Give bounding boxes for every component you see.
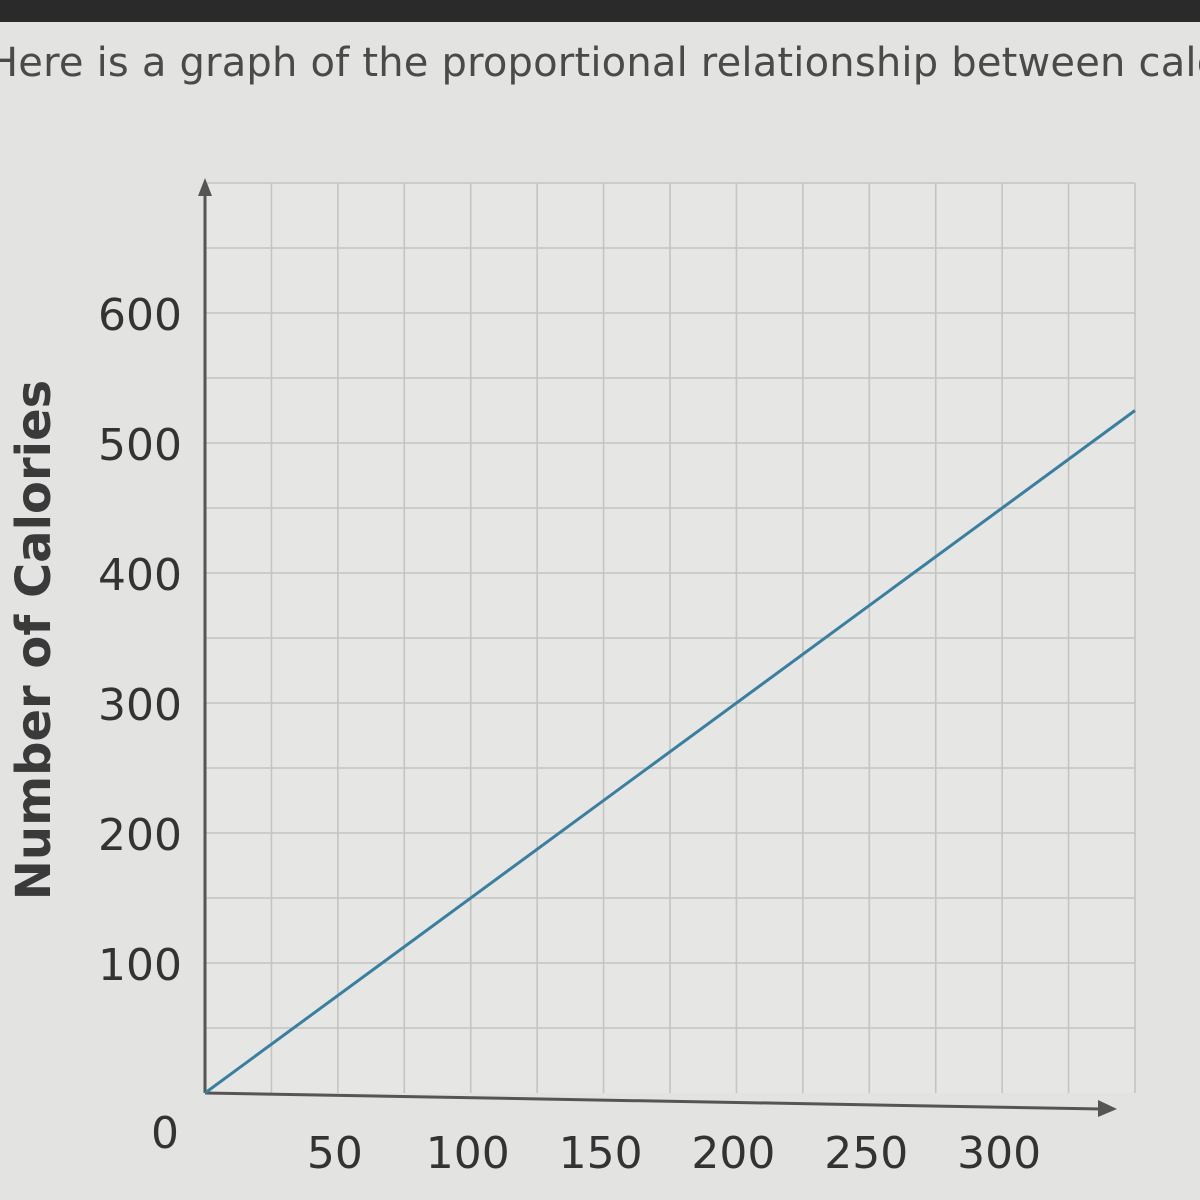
y-tick-label: 300 xyxy=(98,680,182,731)
y-axis-arrow xyxy=(198,178,212,196)
y-tick-label: 200 xyxy=(98,810,182,861)
x-axis-line xyxy=(204,1091,1103,1111)
axes xyxy=(198,178,1117,1117)
top-dark-strip xyxy=(0,0,1200,22)
question-text: Here is a graph of the proportional rela… xyxy=(0,40,1200,86)
y-tick-label: 500 xyxy=(98,420,182,471)
x-tick-label: 150 xyxy=(559,1128,643,1179)
x-tick-label: 250 xyxy=(824,1128,908,1179)
tick-labels: 50 100 150 200 250 300 100 200 300 400 500 600 0 xyxy=(98,290,1041,1179)
origin-label: 0 xyxy=(151,1108,179,1159)
y-tick-label: 400 xyxy=(98,550,182,601)
y-tick-label: 100 xyxy=(98,940,182,991)
x-tick-label: 100 xyxy=(426,1128,510,1179)
x-axis-arrow xyxy=(1098,1100,1117,1117)
series xyxy=(204,409,1136,1095)
x-tick-label: 50 xyxy=(307,1128,363,1179)
x-tick-label: 300 xyxy=(957,1128,1041,1179)
series-line xyxy=(204,409,1136,1095)
y-tick-label: 600 xyxy=(98,290,182,341)
y-axis-title: Number of Calories xyxy=(6,380,62,901)
grid xyxy=(205,182,1136,1093)
x-tick-label: 200 xyxy=(691,1128,775,1179)
